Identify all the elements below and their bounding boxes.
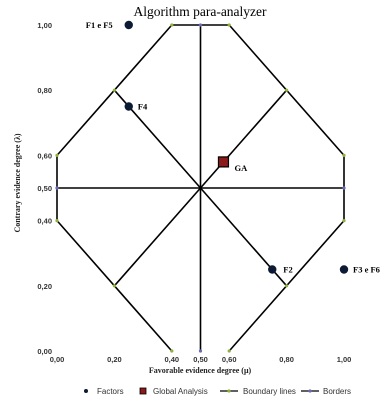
border-vertex-0	[170, 23, 174, 27]
border-vertex-11	[112, 284, 116, 288]
factor-label-2: F2	[283, 265, 292, 275]
boundary-line-7	[113, 187, 202, 287]
border-vertex-13	[170, 349, 174, 353]
legend-global-analysis-label: Global Analysis	[153, 387, 208, 396]
x-tick-label-5: 0,80	[279, 355, 294, 364]
y-tick-label-0: 0,00	[37, 347, 52, 356]
boundary-line-6	[199, 89, 288, 189]
border-vertex-4	[285, 88, 289, 92]
legend-global-analysis-marker	[139, 387, 147, 395]
border-vertex-12	[285, 284, 289, 288]
global-analysis-label-0: GA	[234, 163, 248, 173]
x-tick-label-0: 0,00	[50, 355, 65, 364]
y-tick-label-5: 0,80	[37, 86, 52, 95]
legend-factors-label: Factors	[97, 387, 124, 396]
y-axis-label: Contrary evidence degree (λ)	[13, 133, 22, 232]
border-vertex-9	[55, 219, 59, 223]
border-vertex-15	[227, 349, 231, 353]
border-vertex-3	[112, 88, 116, 92]
factor-point-2	[268, 265, 277, 274]
global-analysis-point-0	[217, 156, 230, 168]
factor-point-0	[124, 20, 133, 30]
factor-point-1	[124, 102, 133, 111]
border-vertex-8	[342, 186, 346, 190]
lines-layer	[56, 24, 345, 352]
legend-borders-label: Borders	[323, 387, 351, 396]
vertices-layer	[55, 23, 346, 353]
factor-point-3	[339, 265, 349, 274]
y-tick-label-2: 0,40	[37, 217, 52, 226]
border-vertex-5	[55, 153, 59, 157]
legend-borders-marker	[308, 389, 312, 393]
border-vertex-7	[55, 186, 59, 190]
y-tick-label-6: 1,00	[37, 21, 52, 30]
ticks-layer: 0,00 0,20 0,40 0,50 0,60 0,80 1,00 0,00 0,20 0,40…	[37, 21, 351, 364]
legend-boundary-lines-label: Boundary lines	[243, 387, 296, 396]
legend-boundary-lines-marker	[227, 389, 231, 393]
legend: Factors Global Analysis Boundary lines Bord…	[84, 387, 351, 396]
y-tick-label-1: 0,20	[37, 282, 52, 291]
x-tick-label-1: 0,20	[107, 355, 122, 364]
x-tick-label-4: 0,60	[222, 355, 237, 364]
factor-label-3: F3 e F6	[353, 265, 380, 275]
y-tick-label-3: 0,50	[37, 184, 52, 193]
border-vertex-6	[342, 153, 346, 157]
y-tick-label-4: 0,60	[37, 151, 52, 160]
chart-title: Algorithm para-analyzer	[133, 4, 267, 19]
border-vertex-10	[342, 219, 346, 223]
border-vertex-2	[227, 23, 231, 27]
x-tick-label-6: 1,00	[337, 355, 352, 364]
x-axis-label: Favorable evidence degree (μ)	[149, 366, 252, 375]
x-tick-label-2: 0,40	[164, 355, 179, 364]
points-layer: F1 e F5 F4 F2 F3 e F6 GA	[86, 20, 380, 275]
border-vertex-1	[198, 23, 203, 27]
factor-label-0: F1 e F5	[86, 20, 113, 30]
legend-factors-marker	[84, 389, 88, 393]
x-tick-label-3: 0,50	[193, 355, 208, 364]
factor-label-1: F4	[138, 102, 148, 112]
border-vertex-14	[198, 349, 203, 353]
